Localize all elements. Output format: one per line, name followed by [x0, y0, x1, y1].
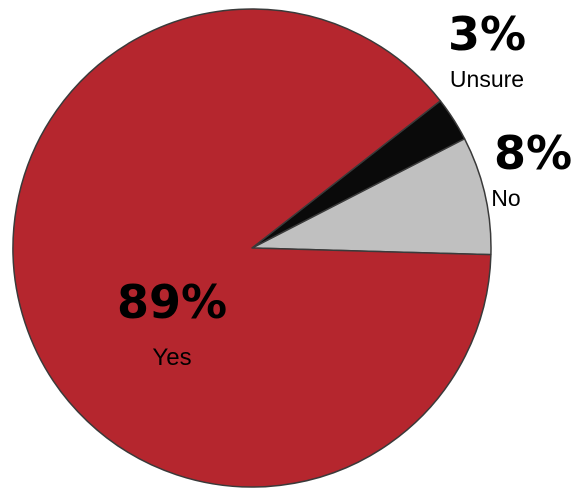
slice-value-label-unsure: 3% — [448, 7, 526, 61]
slice-category-label-no: No — [491, 185, 520, 211]
pie-slice-yes — [12, 8, 492, 488]
slice-category-label-unsure: Unsure — [450, 66, 524, 92]
slice-category-label-yes: Yes — [152, 344, 191, 371]
pie-slices — [12, 8, 492, 488]
pie-slice-no — [251, 138, 492, 256]
slice-value-label-no: 8% — [494, 126, 572, 180]
slice-value-label-yes: 89% — [117, 275, 227, 329]
